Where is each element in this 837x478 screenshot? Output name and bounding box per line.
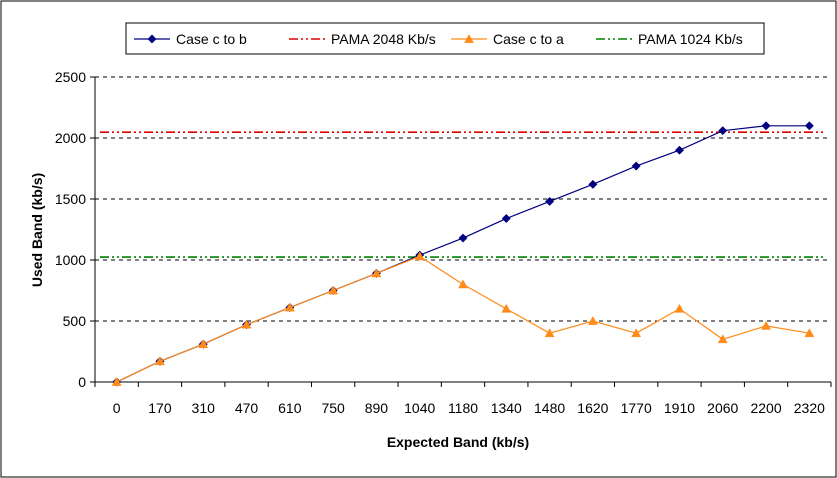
legend-label: Case c to b (176, 31, 247, 47)
data-point (501, 303, 512, 313)
y-tick-label: 0 (78, 374, 86, 390)
legend-label: Case c to a (493, 31, 564, 47)
data-point (198, 339, 209, 349)
y-axis-title: Used Band (kb/s) (29, 173, 45, 287)
data-point (111, 376, 122, 386)
x-tick-label: 610 (278, 400, 302, 416)
data-point (147, 34, 157, 44)
x-tick-label: 750 (321, 400, 345, 416)
legend-label: PAMA 1024 Kb/s (638, 31, 743, 47)
data-point (761, 320, 771, 330)
data-point (717, 334, 728, 344)
series (111, 121, 815, 387)
data-point (155, 356, 165, 366)
data-point (414, 251, 425, 261)
x-axis-title: Expected Band (kb/s) (387, 434, 529, 450)
reference-lines (100, 131, 823, 258)
x-tick-label: 1620 (577, 400, 608, 416)
x-tick-label: 310 (192, 400, 216, 416)
data-point (674, 303, 685, 313)
legend-label: PAMA 2048 Kb/s (331, 31, 436, 47)
y-tick-label: 1500 (55, 191, 86, 207)
data-point (588, 179, 598, 189)
x-tick-label: 1180 (448, 400, 478, 416)
data-point (761, 121, 771, 131)
x-tick-label: 1770 (621, 400, 652, 416)
x-tick-label: 2320 (794, 400, 825, 416)
data-point (284, 302, 295, 312)
data-point (718, 126, 728, 136)
data-point (674, 145, 685, 155)
data-point (458, 279, 468, 289)
y-tick-label: 2500 (55, 69, 86, 85)
x-tick-label: 2060 (707, 400, 738, 416)
data-point (501, 213, 511, 224)
data-point (328, 285, 339, 295)
data-point (631, 328, 642, 338)
x-tick-label: 890 (365, 400, 389, 416)
x-tick-label: 470 (235, 400, 259, 416)
legend: Case c to b PAMA 2048 Kb/s Case c to a PAMA… (125, 22, 765, 55)
x-tick-label: 1040 (404, 400, 435, 416)
x-tick-label: 170 (148, 400, 172, 416)
gridlines (95, 76, 831, 322)
y-tick-label: 500 (63, 313, 87, 329)
y-tick-label: 2000 (55, 130, 86, 146)
data-point (464, 33, 474, 43)
x-tick-label: 1340 (491, 400, 522, 416)
data-point (587, 315, 598, 325)
data-point (241, 319, 252, 329)
x-tick-label: 2200 (750, 400, 781, 416)
data-point (631, 161, 641, 171)
data-point (545, 196, 555, 206)
axes: 0 500 1000 1500 2000 2500 0 170 310 470 610 750 890 1… (55, 69, 832, 416)
x-tick-label: 1910 (664, 400, 695, 416)
data-point (371, 268, 382, 278)
x-tick-label: 0 (113, 400, 121, 416)
x-tick-label: 1480 (534, 400, 565, 416)
data-point (804, 328, 815, 338)
data-point (804, 121, 814, 131)
data-point (544, 328, 555, 338)
data-point (458, 233, 468, 243)
y-tick-label: 1000 (55, 252, 86, 268)
legend-box (125, 22, 765, 55)
